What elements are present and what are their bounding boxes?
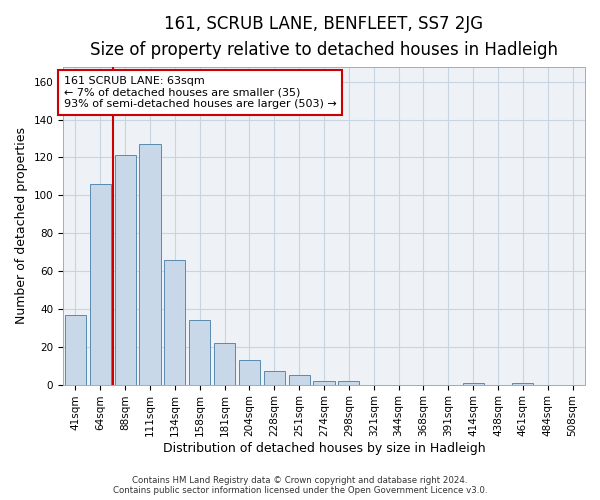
Bar [90, 184, 111, 384]
Bar [115, 156, 136, 384]
Bar [214, 343, 235, 384]
Text: 161 SCRUB LANE: 63sqm
← 7% of detached houses are smaller (35)
93% of semi-detac: 161 SCRUB LANE: 63sqm ← 7% of detached h… [64, 76, 336, 109]
Bar [65, 314, 86, 384]
Bar [463, 382, 484, 384]
X-axis label: Distribution of detached houses by size in Hadleigh: Distribution of detached houses by size … [163, 442, 485, 455]
Bar [239, 360, 260, 384]
Text: Contains HM Land Registry data © Crown copyright and database right 2024.
Contai: Contains HM Land Registry data © Crown c… [113, 476, 487, 495]
Bar [264, 372, 285, 384]
Y-axis label: Number of detached properties: Number of detached properties [15, 127, 28, 324]
Bar [164, 260, 185, 384]
Bar [189, 320, 210, 384]
Bar [338, 381, 359, 384]
Title: 161, SCRUB LANE, BENFLEET, SS7 2JG
Size of property relative to detached houses : 161, SCRUB LANE, BENFLEET, SS7 2JG Size … [90, 15, 558, 60]
Bar [512, 382, 533, 384]
Bar [313, 381, 335, 384]
Bar [139, 144, 161, 384]
Bar [289, 375, 310, 384]
